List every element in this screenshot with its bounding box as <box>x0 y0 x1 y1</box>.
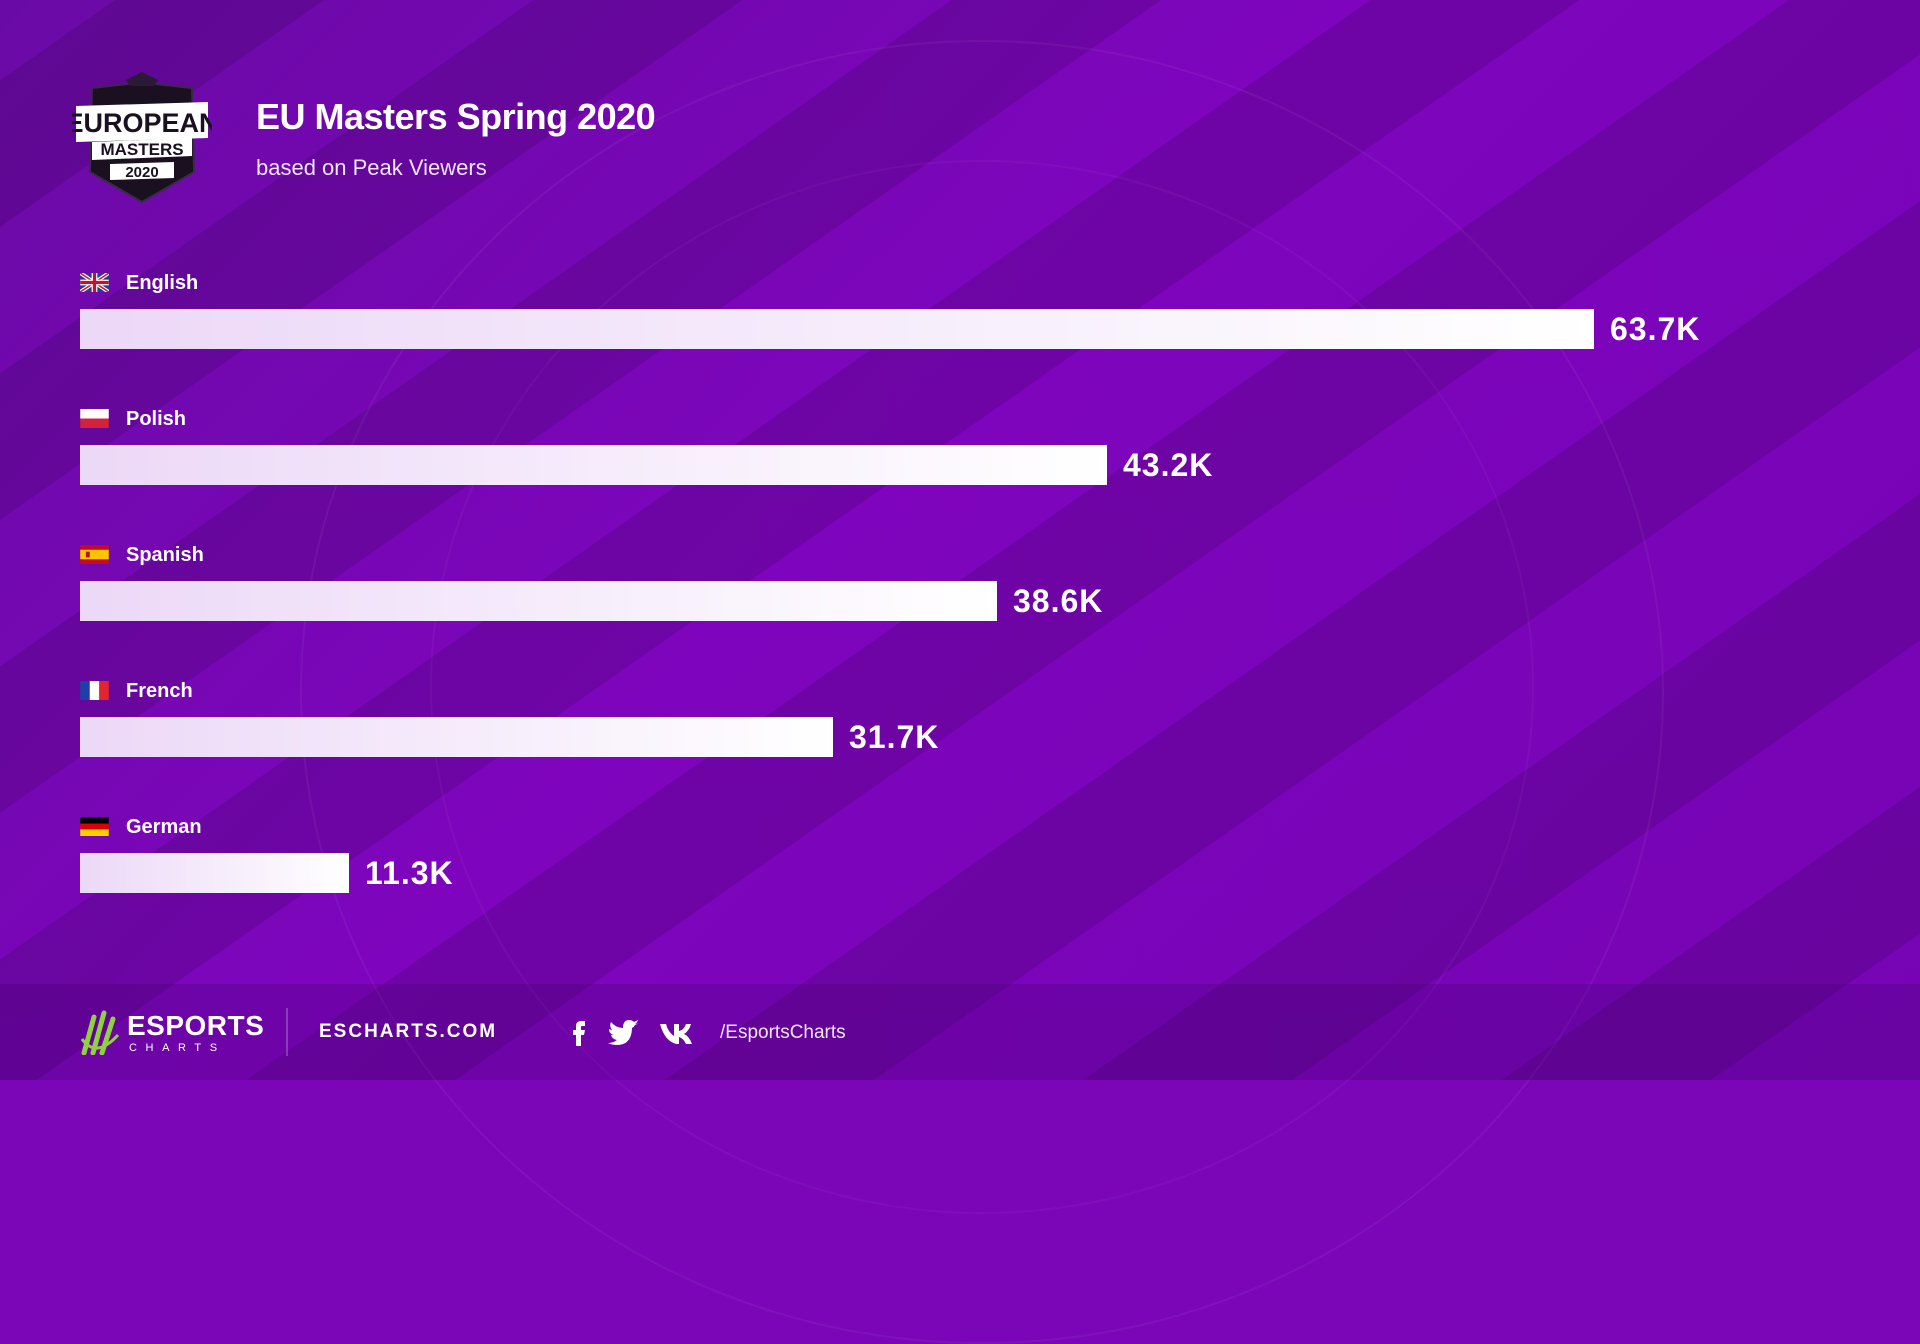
chart-subtitle: based on Peak Viewers <box>256 155 487 180</box>
bar-polish <box>80 445 1107 485</box>
category-label: English <box>126 272 199 294</box>
bar-row-english: English 63.7K <box>80 272 1840 408</box>
france-flag-icon <box>80 681 109 700</box>
bar-german <box>80 853 349 893</box>
bar-row-german: German 11.3K <box>80 816 1840 952</box>
value-label: 31.7K <box>849 719 940 755</box>
uk-flag-icon <box>80 273 109 292</box>
svg-text:MASTERS: MASTERS <box>100 140 183 159</box>
esports-charts-logo-icon <box>80 1010 120 1055</box>
twitter-icon[interactable] <box>608 1018 640 1046</box>
spain-flag-icon <box>80 545 109 564</box>
bar-english <box>80 309 1594 349</box>
bar-row-polish: Polish 43.2K <box>80 408 1840 544</box>
svg-text:2020: 2020 <box>125 164 158 181</box>
svg-text:EUROPEAN: EUROPEAN <box>72 108 212 138</box>
footer-bar <box>0 984 1920 1080</box>
value-label: 63.7K <box>1610 311 1701 347</box>
value-label: 11.3K <box>365 855 454 891</box>
bar-chart: English 63.7K Polish 43.2K Spanish 38.6K Frenc… <box>80 272 1840 952</box>
site-link[interactable]: ESCHARTS.COM <box>319 1021 498 1042</box>
chart-title: EU Masters Spring 2020 <box>256 96 656 137</box>
footer-divider <box>286 1008 288 1056</box>
value-label: 43.2K <box>1123 447 1214 483</box>
brand-subtitle: CHARTS <box>129 1042 226 1054</box>
poland-flag-icon <box>80 409 109 428</box>
vk-icon[interactable] <box>658 1018 696 1046</box>
bar-spanish <box>80 581 997 621</box>
bar-row-spanish: Spanish 38.6K <box>80 544 1840 680</box>
facebook-icon[interactable] <box>566 1018 590 1046</box>
category-label: French <box>126 680 193 702</box>
social-handle[interactable]: /EsportsCharts <box>720 1022 846 1043</box>
germany-flag-icon <box>80 817 109 836</box>
category-label: German <box>126 816 202 838</box>
category-label: Polish <box>126 408 187 430</box>
brand-name: ESPORTS <box>127 1010 265 1041</box>
european-masters-logo: EUROPEAN MASTERS 2020 <box>72 72 212 204</box>
value-label: 38.6K <box>1013 583 1104 619</box>
category-label: Spanish <box>126 544 204 566</box>
bar-french <box>80 717 833 757</box>
bar-row-french: French 31.7K <box>80 680 1840 816</box>
